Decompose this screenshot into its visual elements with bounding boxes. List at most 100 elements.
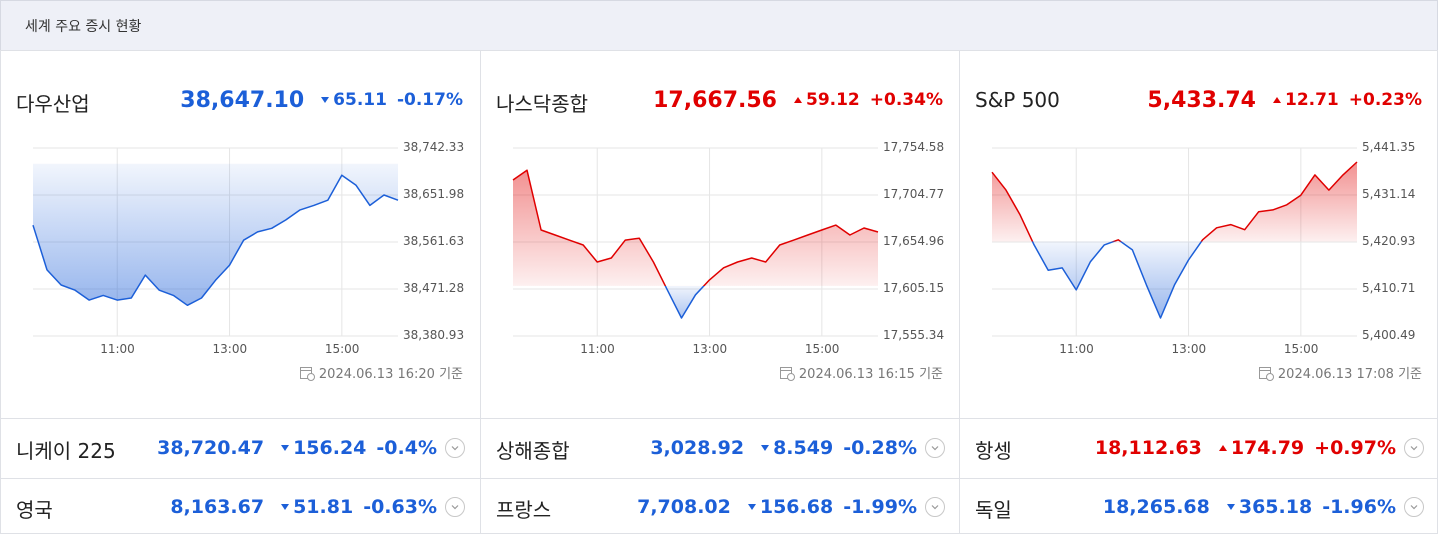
- price: 18,265.68: [1102, 496, 1210, 518]
- quote: 5,433.74 12.71 +0.23%: [1147, 86, 1422, 114]
- y-tick-label: 17,555.34: [883, 328, 945, 342]
- index-name: 상해종합: [496, 439, 570, 463]
- index-name: 다우산업: [16, 92, 90, 116]
- quote: 3,028.92 8.549 -0.28%: [650, 434, 917, 462]
- calendar-icon: [1258, 366, 1274, 381]
- percent: -0.4%: [376, 437, 437, 459]
- expand-chevron: [451, 446, 459, 451]
- expand-chevron: [451, 505, 459, 510]
- percent: +0.23%: [1348, 90, 1422, 110]
- up-arrow: [1218, 445, 1227, 451]
- area-fill: [992, 162, 1357, 318]
- change-value: 8.549: [773, 437, 834, 459]
- y-tick-label: 17,654.96: [883, 234, 945, 248]
- arrow-shape: [1272, 97, 1281, 103]
- y-tick-label: 5,420.93: [1362, 233, 1416, 248]
- updated-text: 2024.06.13 16:20 기준: [318, 367, 463, 382]
- y-tick-label: 38,742.33: [403, 140, 465, 154]
- y-tick-label: 38,651.98: [403, 187, 465, 201]
- change: 65.11: [320, 90, 387, 110]
- expand-button[interactable]: [1404, 497, 1424, 517]
- arrow-shape: [793, 97, 802, 103]
- down-arrow: [281, 504, 290, 510]
- quote: 17,667.56 59.12 +0.34%: [653, 86, 943, 114]
- expand-button[interactable]: [925, 497, 945, 517]
- change-value: 174.79: [1230, 437, 1305, 459]
- change-value: 156.24: [293, 437, 367, 459]
- change: 174.79: [1218, 437, 1304, 459]
- change-value: 51.81: [293, 496, 354, 518]
- up-arrow: [1272, 97, 1281, 103]
- y-tick-label: 17,704.77: [883, 187, 945, 201]
- index-name: 독일: [975, 498, 1012, 522]
- arrow-shape: [281, 504, 290, 510]
- percent: +0.34%: [869, 90, 943, 110]
- y-tick-label: 38,380.93: [403, 328, 465, 342]
- index-name: 나스닥종합: [496, 92, 588, 116]
- down-arrow: [1226, 504, 1235, 510]
- price: 5,433.74: [1147, 87, 1256, 113]
- y-tick-label: 38,561.63: [403, 234, 465, 248]
- expand-button[interactable]: [1404, 438, 1424, 458]
- percent: -0.28%: [843, 437, 917, 459]
- price-line: [991, 161, 1358, 319]
- y-tick-label: 5,441.35: [1362, 140, 1416, 154]
- price: 8,163.67: [170, 496, 265, 518]
- x-tick-label: 13:00: [692, 342, 728, 356]
- change: 59.12: [793, 90, 860, 110]
- change: 51.81: [280, 496, 353, 518]
- y-tick-label: 38,471.28: [403, 281, 465, 295]
- y-tick-label: 17,754.58: [883, 140, 945, 154]
- down-arrow: [321, 97, 330, 103]
- arrow-shape: [1226, 504, 1235, 510]
- change: 156.68: [747, 496, 833, 518]
- x-tick-label: 13:00: [1171, 342, 1207, 356]
- up-arrow: [793, 97, 802, 103]
- change-value: 156.68: [759, 496, 834, 518]
- change-value: 365.18: [1238, 496, 1313, 518]
- updated-note: 2024.06.13 17:08 기준: [1258, 363, 1422, 382]
- percent: -1.96%: [1322, 496, 1396, 518]
- change: 365.18: [1226, 496, 1312, 518]
- header-title: 세계 주요 증시 현황: [25, 19, 142, 35]
- change-value: 59.12: [805, 90, 860, 110]
- expand-chevron: [931, 505, 939, 510]
- area-fill: [513, 170, 878, 318]
- change-value: 65.11: [333, 90, 387, 110]
- expand-button[interactable]: [925, 438, 945, 458]
- percent: +0.97%: [1314, 437, 1396, 459]
- down-arrow: [281, 445, 290, 451]
- price: 3,028.92: [650, 437, 745, 459]
- area-fill: [33, 163, 398, 306]
- updated-note: 2024.06.13 16:15 기준: [779, 363, 943, 382]
- change: 12.71: [1272, 90, 1339, 110]
- index-name: S&P 500: [975, 88, 1060, 112]
- price: 38,647.10: [180, 87, 305, 113]
- down-arrow: [761, 445, 770, 451]
- expand-chevron: [1410, 505, 1418, 510]
- calendar-icon: [779, 366, 795, 381]
- quote: 18,112.63 174.79 +0.97%: [1095, 434, 1396, 462]
- percent: -0.17%: [396, 90, 463, 110]
- expand-button[interactable]: [445, 497, 465, 517]
- icon-box: [1258, 366, 1271, 379]
- x-tick-label: 13:00: [212, 342, 248, 356]
- expand-button[interactable]: [445, 438, 465, 458]
- x-tick-label: 11:00: [1059, 342, 1094, 356]
- x-tick-label: 15:00: [1283, 342, 1319, 356]
- index-name: 프랑스: [496, 498, 552, 522]
- arrow-shape: [747, 504, 756, 510]
- quote: 7,708.02 156.68 -1.99%: [637, 493, 917, 521]
- arrow-shape: [281, 445, 290, 451]
- icon-clock: [1265, 372, 1274, 381]
- calendar-icon: [299, 366, 315, 381]
- updated-text: 2024.06.13 17:08 기준: [1277, 367, 1422, 382]
- x-tick-label: 11:00: [580, 342, 615, 356]
- index-name: 항셍: [975, 439, 1012, 463]
- header: 세계 주요 증시 현황: [0, 0, 1438, 51]
- price-line: [32, 174, 399, 307]
- price: 18,112.63: [1094, 437, 1202, 459]
- y-tick-label: 5,410.71: [1362, 280, 1416, 295]
- index-name: 영국: [16, 498, 53, 522]
- icon-box: [299, 366, 312, 379]
